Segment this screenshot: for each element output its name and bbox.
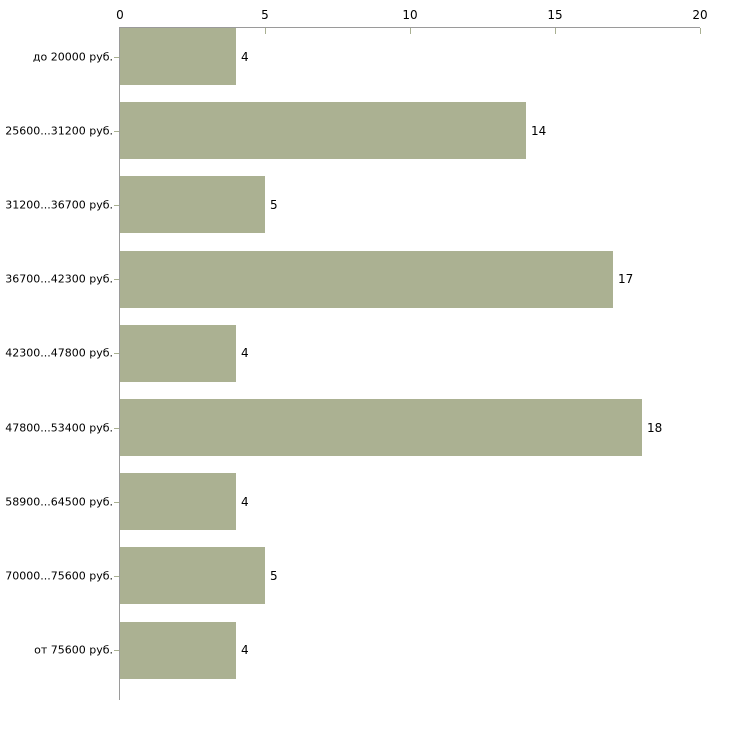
bar-value-label: 4 xyxy=(241,643,249,657)
bar xyxy=(120,399,642,456)
y-axis-tick xyxy=(114,502,119,503)
bar xyxy=(120,251,613,308)
x-axis-tick-label: 10 xyxy=(402,8,418,22)
category-label: 25600...31200 руб. xyxy=(5,124,113,138)
y-axis-tick xyxy=(114,650,119,651)
bar xyxy=(120,547,265,604)
category-label: 70000...75600 руб. xyxy=(5,569,113,583)
x-axis-tick-label: 5 xyxy=(261,8,269,22)
x-axis-tick-label: 0 xyxy=(116,8,124,22)
bar-value-label: 4 xyxy=(241,495,249,509)
category-label: от 75600 руб. xyxy=(34,643,113,657)
category-label: 58900...64500 руб. xyxy=(5,495,113,509)
x-axis-tick xyxy=(410,28,411,34)
bar xyxy=(120,176,265,233)
x-axis-tick-label: 20 xyxy=(692,8,708,22)
x-axis-line xyxy=(120,27,700,28)
y-axis-tick xyxy=(114,279,119,280)
x-axis-tick xyxy=(700,28,701,34)
x-axis-tick-label: 15 xyxy=(547,8,563,22)
category-label: 42300...47800 руб. xyxy=(5,346,113,360)
bar-value-label: 5 xyxy=(270,198,278,212)
bar-value-label: 4 xyxy=(241,346,249,360)
bar xyxy=(120,325,236,382)
category-label: до 20000 руб. xyxy=(32,50,113,64)
y-axis-tick xyxy=(114,428,119,429)
bar-value-label: 18 xyxy=(647,421,663,435)
y-axis-tick xyxy=(114,353,119,354)
bar xyxy=(120,622,236,679)
bar-value-label: 17 xyxy=(618,272,634,286)
bar-value-label: 14 xyxy=(531,124,547,138)
bar-value-label: 4 xyxy=(241,50,249,64)
bar-value-label: 5 xyxy=(270,569,278,583)
x-axis-tick xyxy=(555,28,556,34)
category-label: 31200...36700 руб. xyxy=(5,198,113,212)
bar xyxy=(120,28,236,85)
y-axis-tick xyxy=(114,576,119,577)
bar xyxy=(120,102,526,159)
category-label: 36700...42300 руб. xyxy=(5,272,113,286)
bar xyxy=(120,473,236,530)
x-axis-tick xyxy=(265,28,266,34)
category-label: 47800...53400 руб. xyxy=(5,421,113,435)
y-axis-tick xyxy=(114,57,119,58)
y-axis-line xyxy=(119,27,120,700)
y-axis-tick xyxy=(114,131,119,132)
y-axis-tick xyxy=(114,205,119,206)
